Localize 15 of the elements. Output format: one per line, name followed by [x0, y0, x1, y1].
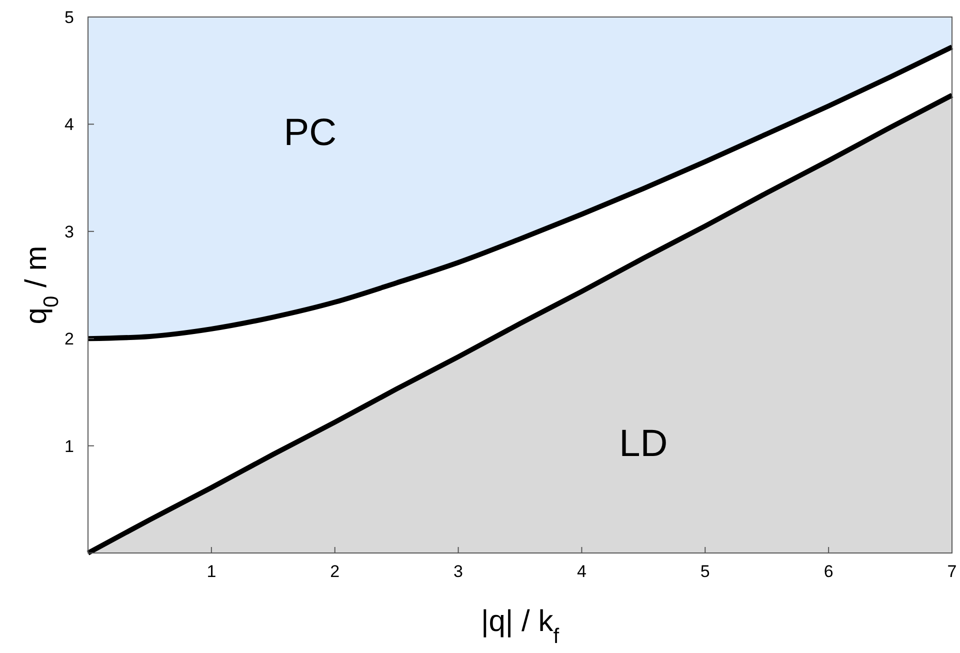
x-tick-label: 5: [700, 562, 710, 581]
y-tick-label: 2: [64, 330, 74, 349]
x-tick-label: 4: [576, 562, 586, 581]
y-tick-label: 3: [64, 222, 74, 242]
y-tick-label: 4: [64, 115, 74, 134]
x-tick-label: 2: [330, 562, 340, 581]
y-tick-label: 5: [64, 8, 74, 27]
x-tick-label: 3: [454, 562, 464, 581]
x-tick-label: 6: [824, 562, 834, 581]
y-tick-label: 1: [64, 436, 74, 456]
x-axis-title: |q| / k$_{f}$: [480, 605, 560, 648]
annotation: PC: [284, 112, 337, 154]
x-tick-label: 7: [947, 562, 957, 581]
x-tick-label: 1: [206, 562, 216, 581]
annotation: LD: [619, 422, 668, 465]
